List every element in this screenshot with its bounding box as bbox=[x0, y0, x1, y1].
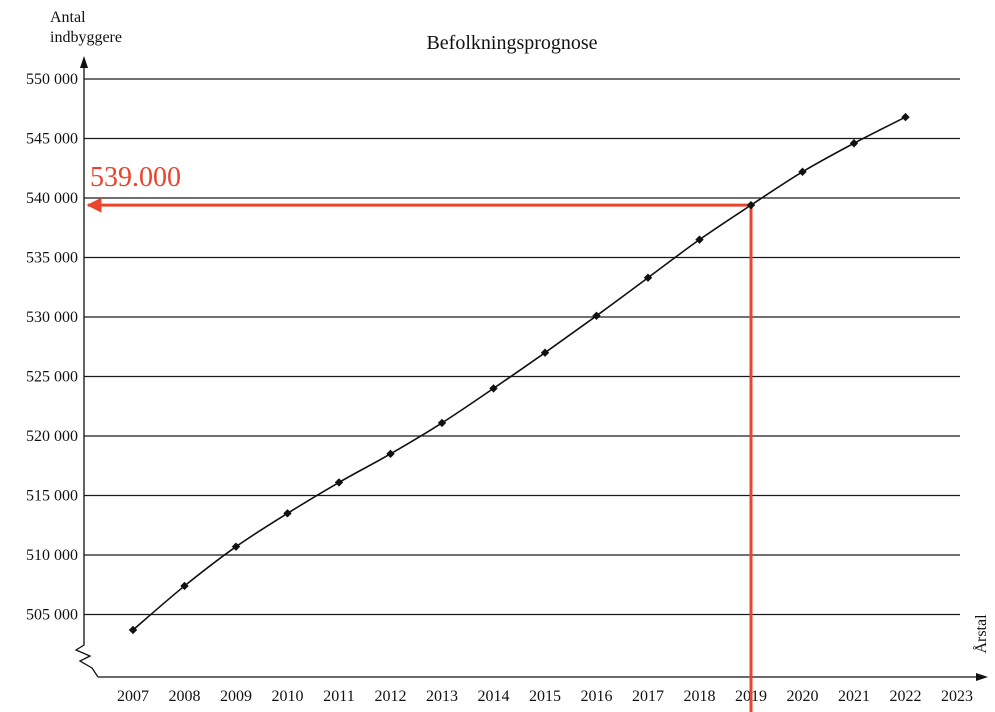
data-point-2019 bbox=[746, 200, 756, 210]
y-tick-label: 545 000 bbox=[26, 131, 78, 148]
x-tick-label: 2020 bbox=[787, 688, 819, 705]
annotation bbox=[86, 197, 753, 712]
x-tick-label: 2008 bbox=[169, 688, 201, 705]
y-tick-label: 515 000 bbox=[26, 488, 78, 505]
series-line bbox=[132, 116, 906, 631]
data-markers bbox=[128, 112, 910, 635]
x-tick-label: 2013 bbox=[426, 688, 458, 705]
y-axis-arrow bbox=[80, 56, 88, 68]
x-tick-label: 2011 bbox=[323, 688, 354, 705]
data-point-2020 bbox=[798, 167, 807, 177]
gridlines bbox=[84, 78, 960, 616]
data-point-2014 bbox=[489, 384, 498, 393]
x-tick-label: 2012 bbox=[375, 688, 407, 705]
x-tick-label: 2016 bbox=[581, 688, 613, 705]
x-tick-label: 2014 bbox=[478, 688, 510, 705]
x-axis-arrow bbox=[976, 673, 988, 681]
x-tick-label: 2007 bbox=[117, 688, 149, 705]
y-axis bbox=[74, 64, 99, 678]
y-tick-label: 510 000 bbox=[26, 547, 78, 564]
x-tick-label: 2017 bbox=[632, 688, 664, 705]
axes bbox=[74, 56, 988, 681]
series-line-group bbox=[132, 116, 906, 631]
data-point-2022 bbox=[901, 112, 910, 122]
data-point-2013 bbox=[437, 418, 447, 428]
x-tick-label: 2010 bbox=[272, 688, 304, 705]
data-point-2017 bbox=[643, 273, 653, 282]
data-point-2015 bbox=[540, 348, 550, 357]
y-tick-labels: 505 000 510 000 515 000 520 000 525 000 530 0… bbox=[26, 71, 78, 624]
y-axis-label-line-1: Antal bbox=[50, 9, 86, 26]
data-point-2018 bbox=[695, 235, 704, 244]
x-tick-label: 2015 bbox=[529, 688, 561, 705]
data-point-2021 bbox=[849, 139, 859, 148]
data-point-2008 bbox=[180, 581, 189, 591]
data-point-2011 bbox=[334, 478, 344, 487]
y-tick-label: 535 000 bbox=[26, 250, 78, 267]
data-point-2007 bbox=[128, 625, 138, 635]
y-tick-label: 550 000 bbox=[26, 71, 78, 88]
annotation-label: 539.000 bbox=[90, 162, 181, 193]
y-tick-label: 505 000 bbox=[26, 607, 78, 624]
x-tick-label: 2018 bbox=[684, 688, 716, 705]
data-point-2010 bbox=[283, 509, 292, 518]
data-point-2012 bbox=[386, 449, 395, 459]
y-tick-label: 540 000 bbox=[26, 190, 78, 207]
data-point-2016 bbox=[592, 311, 601, 321]
x-tick-label: 2009 bbox=[220, 688, 252, 705]
y-tick-label: 525 000 bbox=[26, 369, 78, 386]
x-tick-labels: 2007 2008 2009 2010 2011 2012 2013 2014 2015 2016… bbox=[117, 688, 973, 705]
x-tick-label: 2022 bbox=[890, 688, 922, 705]
chart-title: Befolkningsprognose bbox=[426, 32, 597, 54]
x-tick-label: 2023 bbox=[941, 688, 973, 705]
y-tick-label: 530 000 bbox=[26, 309, 78, 326]
data-point-2009 bbox=[231, 542, 241, 551]
x-axis-label: Årstal bbox=[972, 614, 990, 654]
y-tick-label: 520 000 bbox=[26, 428, 78, 445]
x-tick-label: 2021 bbox=[838, 688, 870, 705]
y-axis-label-line-2: indbyggere bbox=[50, 29, 122, 46]
